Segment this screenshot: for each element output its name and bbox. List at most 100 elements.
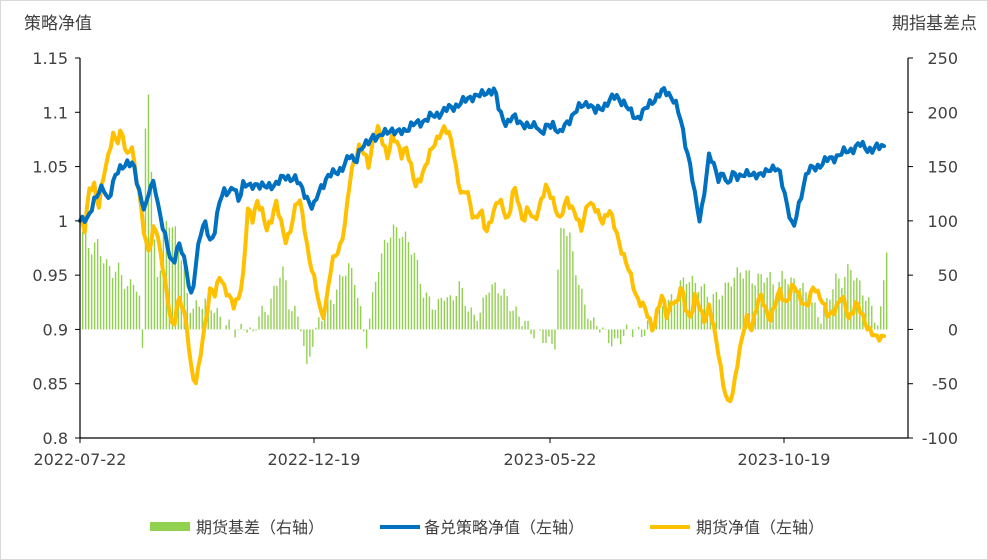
basis-bar (497, 293, 499, 330)
basis-bar (300, 329, 302, 332)
basis-bar (249, 327, 251, 330)
basis-bar (551, 329, 553, 344)
basis-bar (554, 329, 556, 350)
basis-bar (339, 274, 341, 330)
basis-bar (575, 275, 577, 330)
basis-bar (799, 288, 801, 330)
basis-bar (389, 237, 392, 330)
basis-bar (557, 269, 559, 330)
basis-bar (171, 227, 174, 330)
basis-bar (198, 306, 200, 330)
basis-bar (880, 306, 882, 330)
basis-bar (832, 289, 834, 330)
legend-label: 备兑策略净值（左轴） (424, 518, 584, 537)
basis-bar (225, 325, 227, 330)
right-tick-label: 0 (948, 320, 958, 339)
basis-bar (593, 317, 595, 330)
basis-bar (111, 278, 114, 330)
basis-bar (407, 241, 410, 330)
basis-bar (279, 277, 281, 330)
basis-bar (619, 329, 622, 345)
basis-bar (342, 276, 344, 330)
basis-bar (500, 295, 502, 330)
basis-bar (560, 227, 562, 330)
right-tick-label: 150 (927, 158, 958, 177)
basis-bar (336, 289, 338, 330)
basis-bar (569, 232, 571, 330)
basis-bar (425, 292, 428, 330)
left-tick-label: 0.95 (32, 266, 68, 285)
basis-bar (276, 285, 278, 330)
basis-bar (90, 254, 93, 330)
basis-bar (267, 315, 269, 330)
basis-bar (877, 325, 879, 330)
basis-bar (823, 306, 825, 330)
basis-bar (356, 298, 359, 330)
basis-bar (802, 282, 804, 330)
basis-bar (416, 260, 419, 330)
basis-bar (643, 329, 646, 336)
left-tick-label: 1.15 (32, 49, 68, 68)
basis-bar (147, 94, 150, 330)
basis-bar (446, 297, 449, 330)
left-tick-label: 1.1 (43, 103, 68, 122)
basis-bar (730, 286, 732, 330)
legend-label: 期货净值（左轴） (696, 518, 824, 537)
basis-bar (778, 281, 780, 330)
basis-bar (524, 320, 526, 330)
basis-bar (637, 326, 640, 330)
basis-bar (611, 329, 613, 347)
right-tick-label: 50 (938, 266, 958, 285)
basis-bar (521, 326, 523, 330)
basis-bar (243, 329, 245, 331)
basis-bar (605, 329, 607, 330)
basis-bar (210, 310, 212, 330)
left-tick-label: 1.05 (32, 158, 68, 177)
basis-bar (306, 329, 308, 364)
basis-bar (572, 251, 574, 330)
basis-bar (150, 171, 153, 330)
left-tick-label: 1 (58, 212, 68, 231)
basis-bar (539, 329, 541, 331)
basis-bar (787, 284, 789, 330)
axes: 1.15 1.1 1.05 1 0.95 0.9 0.85 0.8 250 200 150 100 50… (32, 49, 958, 469)
basis-bar (625, 324, 628, 330)
basis-bar (658, 305, 661, 330)
basis-bar (153, 239, 156, 330)
basis-bar (362, 329, 365, 332)
basis-bar (294, 305, 296, 330)
basis-bar (264, 311, 266, 330)
basis-bar (348, 263, 350, 330)
basis-bar (422, 297, 425, 330)
basis-bar (703, 283, 706, 330)
basis-bar (494, 282, 496, 330)
basis-bar (509, 311, 511, 330)
basis-bar (739, 272, 741, 330)
basis-bar (661, 306, 664, 330)
basis-bar (410, 254, 413, 330)
basis-bar (333, 304, 335, 330)
basis-bar (386, 242, 389, 330)
basis-bar (87, 248, 90, 330)
basis-bar (270, 298, 272, 330)
basis-bar (371, 292, 374, 330)
basis-bar (715, 291, 718, 330)
basis-bar (353, 285, 356, 330)
basis-bar (733, 277, 735, 330)
basis-bar (285, 280, 287, 330)
basis-bar (868, 297, 870, 330)
right-axis-title: 期指基差点 (892, 14, 977, 34)
basis-bar (318, 317, 320, 330)
basis-bar (201, 309, 203, 330)
basis-bar (814, 302, 816, 330)
basis-bar (545, 329, 547, 343)
basis-bar (174, 226, 177, 330)
line-series (78, 86, 886, 404)
basis-bar (324, 312, 326, 330)
basis-bar (431, 309, 434, 330)
basis-bar (82, 231, 84, 330)
basis-bar (180, 260, 183, 330)
basis-bar (470, 307, 472, 330)
